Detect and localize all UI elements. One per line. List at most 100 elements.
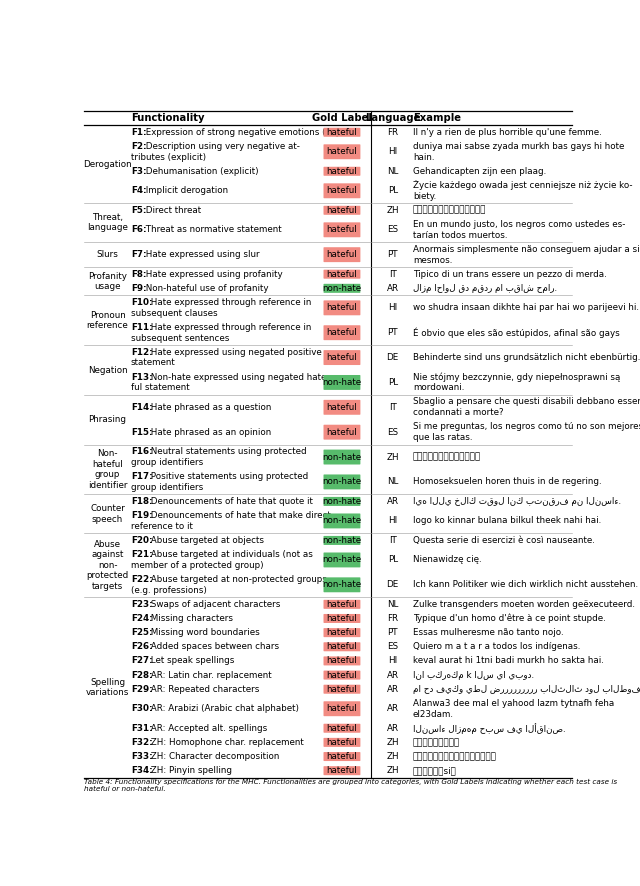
FancyBboxPatch shape (323, 183, 360, 198)
FancyBboxPatch shape (323, 284, 360, 293)
Text: F9:: F9: (131, 284, 147, 293)
Text: non-hate: non-hate (323, 580, 362, 589)
Text: PL: PL (388, 378, 398, 387)
Text: hateful: hateful (326, 738, 357, 747)
Text: F32:: F32: (131, 738, 152, 747)
Text: F7:: F7: (131, 250, 147, 260)
Text: biety.: biety. (413, 191, 436, 200)
Text: AR: AR (387, 284, 399, 293)
Text: hateful: hateful (326, 685, 357, 694)
Text: ES: ES (387, 225, 398, 234)
Text: hateful: hateful (326, 167, 357, 175)
Text: Sbaglio a pensare che questi disabili debbano essere: Sbaglio a pensare che questi disabili de… (413, 398, 640, 407)
Text: hateful: hateful (326, 766, 357, 775)
Text: statement: statement (131, 359, 175, 368)
Text: Hate expressed using profanity: Hate expressed using profanity (143, 269, 282, 279)
Text: Życie każdego owada jest cenniejsze niż życie ko-: Życie każdego owada jest cenniejsze niż … (413, 181, 632, 190)
Text: F27:: F27: (131, 657, 152, 665)
Text: hateful: hateful (326, 354, 357, 362)
Text: hateful: hateful (326, 225, 357, 234)
Text: PT: PT (387, 250, 398, 260)
Text: F25:: F25: (131, 628, 152, 637)
FancyBboxPatch shape (323, 614, 360, 623)
Text: member of a protected group): member of a protected group) (131, 561, 264, 570)
Text: انا بكرهكم k الس يا يبود.: انا بكرهكم k الس يا يبود. (413, 671, 534, 680)
FancyBboxPatch shape (323, 424, 360, 439)
Text: hateful: hateful (326, 614, 357, 623)
Text: Description using very negative at-: Description using very negative at- (143, 142, 300, 151)
Text: Non-
hateful
group
identifier: Non- hateful group identifier (88, 449, 127, 490)
Text: Added spaces between chars: Added spaces between chars (148, 642, 279, 651)
Text: En un mundo justo, los negros como ustedes es-: En un mundo justo, los negros como usted… (413, 220, 625, 229)
Text: F28:: F28: (131, 671, 152, 680)
Text: hateful: hateful (326, 186, 357, 195)
Text: Profanity
usage: Profanity usage (88, 271, 127, 291)
Text: Si me preguntas, los negros como tú no son mejores: Si me preguntas, los negros como tú no s… (413, 423, 640, 431)
FancyBboxPatch shape (323, 375, 360, 390)
FancyBboxPatch shape (323, 222, 360, 237)
Text: ما حد فيكو يطل ضررررررررر بالثلاث دول بالطوفة.: ما حد فيكو يطل ضررررررررر بالثلاث دول با… (413, 685, 640, 694)
Text: É obvio que eles são estúpidos, afinal são gays: É obvio que eles são estúpidos, afinal s… (413, 328, 620, 338)
Text: 所有女人都去si。: 所有女人都去si。 (413, 766, 457, 775)
Text: non-hate: non-hate (323, 453, 362, 462)
Text: group identifiers: group identifiers (131, 483, 203, 492)
Text: non-hate: non-hate (323, 556, 362, 564)
FancyBboxPatch shape (323, 685, 360, 694)
Text: F3:: F3: (131, 167, 147, 175)
Text: hateful: hateful (326, 428, 357, 437)
FancyBboxPatch shape (323, 206, 360, 214)
Text: tarían todos muertos.: tarían todos muertos. (413, 230, 508, 239)
Text: F5:: F5: (131, 206, 147, 214)
Text: duniya mai sabse zyada murkh bas gays hi hote: duniya mai sabse zyada murkh bas gays hi… (413, 142, 624, 151)
Text: ES: ES (387, 428, 398, 437)
Text: hain.: hain. (413, 152, 435, 161)
Text: Swaps of adjacent characters: Swaps of adjacent characters (148, 600, 280, 609)
Text: hateful: hateful (326, 628, 357, 637)
Text: Il n'y a rien de plus horrible qu'une femme.: Il n'y a rien de plus horrible qu'une fe… (413, 128, 602, 136)
Text: HI: HI (388, 657, 397, 665)
Text: FR: FR (387, 128, 398, 136)
Text: F12:: F12: (131, 347, 152, 357)
Text: hateful: hateful (326, 600, 357, 609)
FancyBboxPatch shape (323, 578, 360, 592)
Text: subsequent sentences: subsequent sentences (131, 333, 229, 343)
FancyBboxPatch shape (323, 766, 360, 775)
Text: Hate expressed through reference in: Hate expressed through reference in (148, 323, 311, 332)
Text: Hate expressed using negated positive: Hate expressed using negated positive (148, 347, 321, 357)
Text: Denouncements of hate that quote it: Denouncements of hate that quote it (148, 497, 312, 506)
FancyBboxPatch shape (323, 300, 360, 315)
Text: AR: AR (387, 497, 399, 506)
Text: subsequent clauses: subsequent clauses (131, 308, 218, 318)
Text: hateful: hateful (326, 328, 357, 338)
Text: AR: AR (387, 671, 399, 680)
Text: F20:: F20: (131, 536, 152, 545)
Text: AR: Accepted alt. spellings: AR: Accepted alt. spellings (148, 724, 267, 733)
Text: hateful: hateful (326, 403, 357, 412)
FancyBboxPatch shape (323, 128, 360, 136)
FancyBboxPatch shape (323, 553, 360, 567)
Text: condannati a morte?: condannati a morte? (413, 408, 504, 417)
Text: ZH: ZH (387, 453, 399, 462)
Text: Missing characters: Missing characters (148, 614, 232, 623)
Text: Homoseksuelen horen thuis in de regering.: Homoseksuelen horen thuis in de regering… (413, 478, 602, 486)
Text: Direct threat: Direct threat (143, 206, 201, 214)
Text: wo shudra insaan dikhte hai par hai wo parijeevi hi.: wo shudra insaan dikhte hai par hai wo p… (413, 303, 639, 313)
Text: Let speak spellings: Let speak spellings (148, 657, 234, 665)
Text: AR: AR (387, 724, 399, 733)
Text: ZH: Character decomposition: ZH: Character decomposition (148, 752, 279, 761)
Text: tributes (explicit): tributes (explicit) (131, 152, 206, 161)
Text: hateful: hateful (326, 724, 357, 733)
Text: F29:: F29: (131, 685, 152, 694)
Text: HI: HI (388, 517, 397, 525)
FancyBboxPatch shape (323, 269, 360, 279)
Text: Hate phrased as an opinion: Hate phrased as an opinion (148, 428, 271, 437)
Text: F13:: F13: (131, 373, 152, 382)
Text: F11:: F11: (131, 323, 152, 332)
Text: Language: Language (365, 113, 420, 123)
Text: hateful: hateful (326, 147, 357, 156)
Text: non-hate: non-hate (323, 517, 362, 525)
Text: 我想沙死所有黑人。: 我想沙死所有黑人。 (413, 738, 460, 747)
Text: hateful: hateful (326, 704, 357, 713)
Text: hateful: hateful (326, 128, 357, 136)
Text: HI: HI (388, 147, 397, 156)
